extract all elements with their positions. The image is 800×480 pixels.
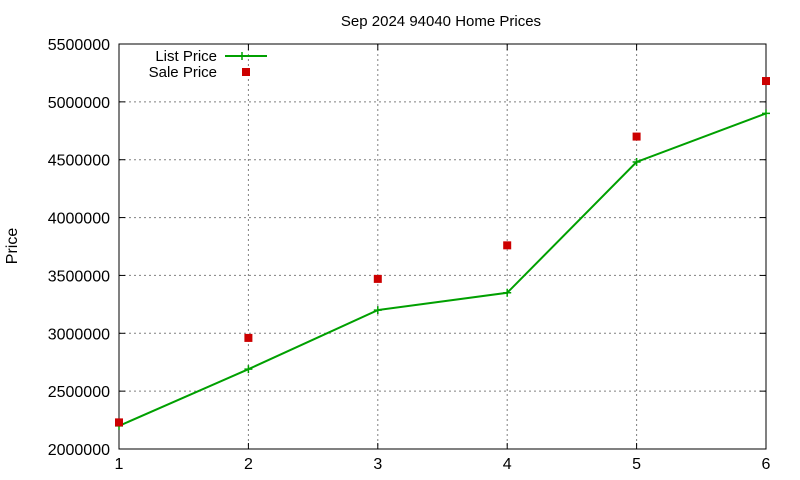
legend: List Price Sale Price bbox=[149, 48, 267, 81]
data-point-sale-price bbox=[373, 274, 382, 283]
data-point-list-price bbox=[503, 288, 512, 297]
data-point-sale-price bbox=[115, 418, 123, 427]
y-tick-label: 5500000 bbox=[48, 37, 110, 54]
data-point-list-price bbox=[373, 306, 382, 315]
series-line-list-price bbox=[118, 112, 767, 427]
x-tick-label: 1 bbox=[115, 456, 124, 473]
y-tick-label: 2500000 bbox=[48, 384, 110, 401]
y-tick-label: 3500000 bbox=[48, 268, 110, 285]
y-tick-label: 2000000 bbox=[48, 442, 110, 459]
x-tick-label: 5 bbox=[632, 456, 641, 473]
chart-title: Sep 2024 94040 Home Prices bbox=[341, 13, 541, 30]
legend-label-sale-price: Sale Price bbox=[149, 64, 217, 81]
y-tick-label: 4500000 bbox=[48, 153, 110, 170]
x-tick-label: 6 bbox=[762, 456, 771, 473]
legend-marker-sale-price bbox=[242, 68, 250, 76]
data-point-sale-price bbox=[244, 333, 253, 342]
axis-ticks: 2000000250000030000003500000400000045000… bbox=[48, 37, 771, 473]
data-point-list-price bbox=[762, 109, 770, 118]
grid-lines bbox=[119, 44, 766, 449]
data-point-sale-price bbox=[503, 241, 512, 250]
y-axis-label: Price bbox=[4, 228, 21, 265]
data-point-sale-price bbox=[632, 132, 641, 141]
y-tick-label: 3000000 bbox=[48, 326, 110, 343]
legend-marker-list-price bbox=[238, 52, 246, 60]
y-tick-label: 5000000 bbox=[48, 95, 110, 112]
series-list-price bbox=[115, 109, 770, 430]
data-point-list-price bbox=[632, 158, 641, 167]
x-tick-label: 2 bbox=[244, 456, 253, 473]
data-point-sale-price bbox=[762, 77, 770, 86]
data-point-list-price bbox=[244, 365, 253, 374]
y-tick-label: 4000000 bbox=[48, 211, 110, 228]
plot-frame bbox=[118, 43, 767, 450]
x-tick-label: 4 bbox=[503, 456, 512, 473]
series-layer bbox=[115, 77, 770, 430]
legend-label-list-price: List Price bbox=[155, 48, 217, 65]
series-sale-price bbox=[115, 77, 770, 427]
x-tick-label: 3 bbox=[373, 456, 382, 473]
